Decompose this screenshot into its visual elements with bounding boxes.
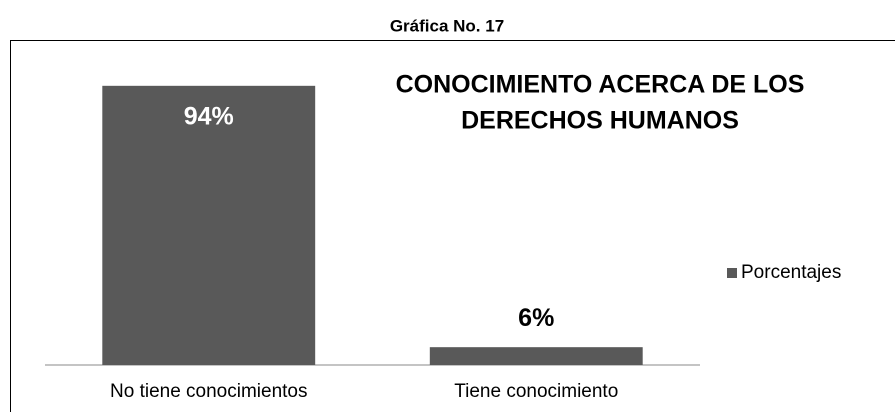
header: Gráfica No. 17 xyxy=(390,16,504,35)
legend-swatch xyxy=(727,268,737,278)
data-label: 94% xyxy=(184,102,234,130)
legend-label: Porcentajes xyxy=(741,262,841,283)
data-label: 6% xyxy=(518,304,554,332)
bar xyxy=(102,85,316,365)
chart-title: CONOCIMIENTO ACERCA DE LOS xyxy=(396,71,805,99)
bar xyxy=(429,347,643,365)
x-tick-label: No tiene conocimientos xyxy=(110,381,308,402)
chart-title: DERECHOS HUMANOS xyxy=(461,107,739,135)
x-tick-label: Tiene conocimiento xyxy=(454,381,618,402)
chart-frame xyxy=(10,40,895,412)
